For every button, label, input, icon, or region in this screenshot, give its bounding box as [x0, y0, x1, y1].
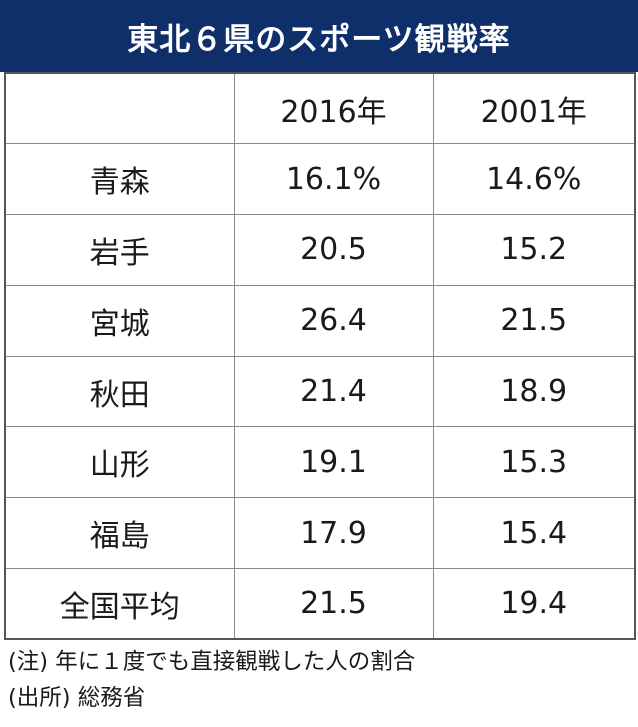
value-2001-cell: 18.9	[432, 355, 636, 428]
value-2016-cell: 17.9	[233, 497, 434, 570]
table-row: 山形 19.1 15.3	[4, 426, 636, 499]
value-2001-cell: 14.6%	[432, 143, 636, 216]
value-2016-cell: 20.5	[233, 214, 434, 286]
header-corner	[4, 72, 235, 145]
table-row: 岩手 20.5 15.2	[4, 214, 636, 286]
footnotes: (注) 年に１度でも直接観戦した人の割合 (出所) 総務省	[8, 644, 634, 716]
table-row: 福島 17.9 15.4	[4, 497, 636, 570]
header-row: 2016年 2001年	[4, 72, 636, 145]
region-cell: 山形	[4, 426, 235, 499]
source-text: (出所) 総務省	[8, 685, 146, 711]
value-2001-cell: 21.5	[432, 284, 636, 357]
table-title: 東北６県のスポーツ観戦率	[0, 0, 638, 72]
spectator-rate-table: 2016年 2001年 青森 16.1% 14.6% 岩手 20.5 15.2 …	[4, 72, 636, 641]
note-text: (注) 年に１度でも直接観戦した人の割合	[8, 649, 416, 675]
value-2001-cell: 15.2	[432, 214, 636, 286]
value-2001-cell: 15.3	[432, 426, 636, 499]
region-cell: 福島	[4, 497, 235, 570]
value-2016-cell: 16.1%	[233, 143, 434, 216]
value-2001-cell: 19.4	[432, 568, 636, 640]
region-cell: 青森	[4, 143, 235, 216]
table-row: 全国平均 21.5 19.4	[4, 568, 636, 640]
header-2016: 2016年	[233, 72, 434, 145]
region-cell: 岩手	[4, 214, 235, 286]
region-cell: 宮城	[4, 284, 235, 357]
table-row: 宮城 26.4 21.5	[4, 284, 636, 357]
value-2016-cell: 19.1	[233, 426, 434, 499]
region-cell: 秋田	[4, 355, 235, 428]
value-2016-cell: 21.4	[233, 355, 434, 428]
value-2016-cell: 26.4	[233, 284, 434, 357]
region-cell: 全国平均	[4, 568, 235, 640]
value-2016-cell: 21.5	[233, 568, 434, 640]
table-row: 青森 16.1% 14.6%	[4, 143, 636, 216]
table-row: 秋田 21.4 18.9	[4, 355, 636, 428]
value-2001-cell: 15.4	[432, 497, 636, 570]
header-2001: 2001年	[432, 72, 636, 145]
